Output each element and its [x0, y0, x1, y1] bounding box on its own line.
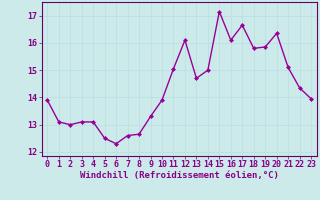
X-axis label: Windchill (Refroidissement éolien,°C): Windchill (Refroidissement éolien,°C) [80, 171, 279, 180]
